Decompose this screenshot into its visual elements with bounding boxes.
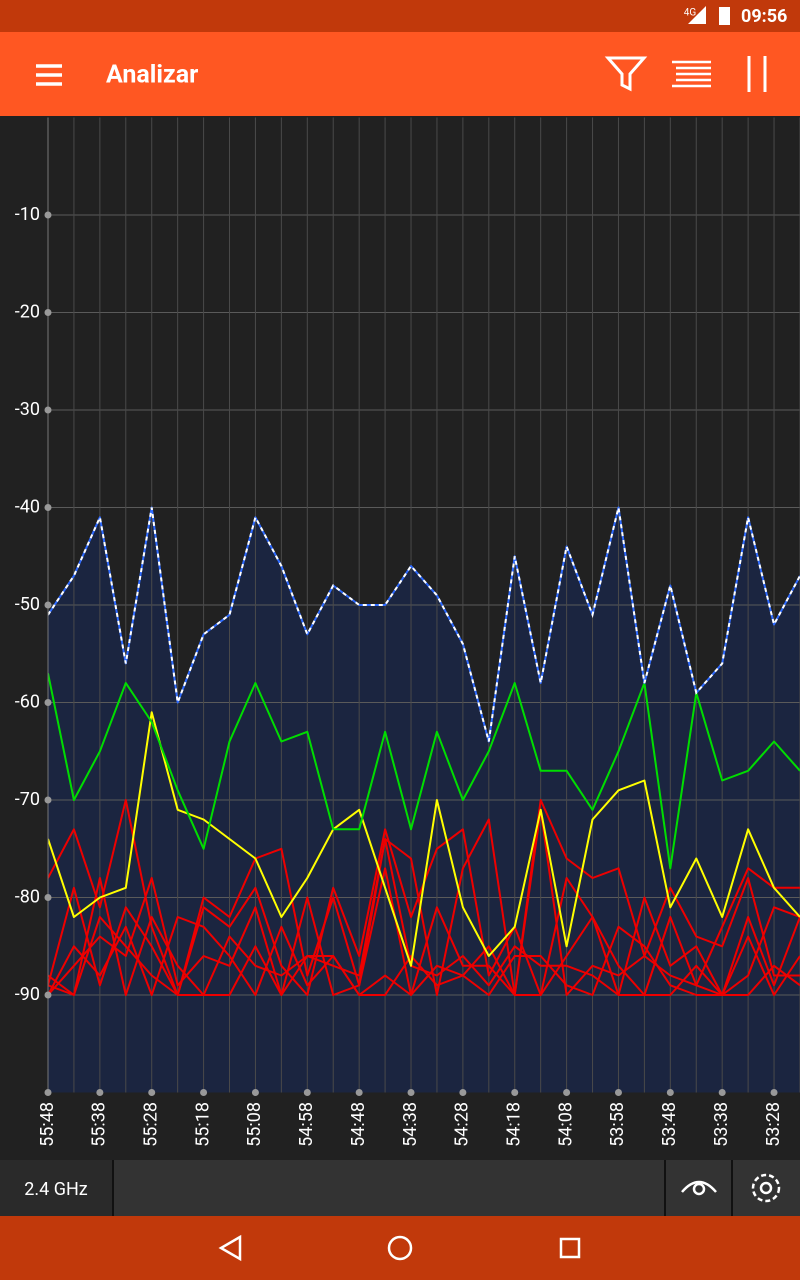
tick-dot <box>666 1089 674 1096</box>
recents-button[interactable] <box>559 1237 581 1259</box>
axes: -10 -20 -30 -40 -50 -60 -70 -80 -90 55:48 55:38 55:… <box>15 117 784 1147</box>
tick-dot <box>459 1089 467 1096</box>
tick-dot <box>44 211 52 219</box>
home-button[interactable] <box>387 1235 413 1261</box>
tick-dot <box>770 1089 778 1096</box>
tick-dot <box>44 699 52 706</box>
tick-dot <box>355 1089 363 1096</box>
y-tick-label: -10 <box>15 204 40 225</box>
y-tick-label: -70 <box>15 789 40 810</box>
clock: 09:56 <box>741 6 787 27</box>
x-tick-label: 54:38 <box>400 1102 421 1147</box>
tick-dot <box>200 1089 208 1096</box>
x-tick-label: 54:58 <box>296 1102 317 1147</box>
tick-dot <box>96 1089 104 1096</box>
plot <box>48 117 800 1093</box>
battery-icon <box>719 7 730 25</box>
series-line <box>48 838 800 996</box>
status-bar <box>0 0 800 32</box>
x-tick-label: 54:28 <box>452 1102 473 1147</box>
filter-button[interactable] <box>604 56 648 92</box>
x-tick-label: 55:28 <box>140 1102 161 1147</box>
x-tick-label: 53:58 <box>607 1102 628 1147</box>
y-tick-label: -30 <box>15 399 40 420</box>
series-line-dash <box>48 507 800 742</box>
x-tick-label: 55:18 <box>192 1102 213 1147</box>
list-button[interactable] <box>672 60 711 88</box>
tick-dot <box>44 796 52 804</box>
x-tick-label: 53:48 <box>659 1102 680 1147</box>
series-line <box>48 673 800 870</box>
x-tick-label: 55:48 <box>37 1102 58 1147</box>
settings-button[interactable] <box>751 1173 781 1203</box>
tick-dot <box>44 309 52 316</box>
x-tick-label: 55:38 <box>89 1102 110 1147</box>
visibility-button[interactable] <box>681 1180 717 1196</box>
y-tick-label: -20 <box>15 301 40 322</box>
tick-dot <box>407 1089 415 1096</box>
pause-button[interactable] <box>747 56 767 92</box>
tick-dot <box>44 504 52 511</box>
tick-dot <box>251 1089 259 1096</box>
x-tick-label: 53:38 <box>711 1102 732 1147</box>
tick-dot <box>44 406 52 414</box>
tick-dot <box>614 1089 622 1096</box>
tick-dot <box>44 601 52 609</box>
tick-dot <box>563 1089 571 1096</box>
network-label: 4G <box>684 8 697 19</box>
nav-bar <box>0 1216 800 1280</box>
series-line <box>48 711 800 967</box>
x-tick-label: 54:48 <box>348 1102 369 1147</box>
app-bar <box>0 32 800 116</box>
x-tick-label: 54:08 <box>555 1102 576 1147</box>
band-cell[interactable] <box>0 1160 113 1216</box>
tick-dot <box>44 991 52 999</box>
band-label: 2.4 GHz <box>24 1179 88 1200</box>
x-tick-label: 55:08 <box>244 1102 265 1147</box>
tick-dot <box>44 894 52 901</box>
tick-dot <box>44 1089 52 1096</box>
y-tick-label: -50 <box>15 594 40 615</box>
x-tick-label: 54:18 <box>503 1102 524 1147</box>
tick-dot <box>511 1089 519 1096</box>
menu-button[interactable] <box>36 64 62 86</box>
app-title: Analizar <box>106 61 198 90</box>
tick-dot <box>148 1089 156 1096</box>
series-line <box>48 808 800 996</box>
y-tick-label: -90 <box>15 984 40 1005</box>
y-tick-label: -80 <box>15 886 40 907</box>
bottom-bar <box>0 1160 800 1216</box>
tick-dot <box>718 1089 726 1096</box>
series-line <box>48 799 800 996</box>
x-tick-label: 53:28 <box>763 1102 784 1147</box>
signal-icon <box>688 6 706 24</box>
series-line <box>48 906 800 996</box>
tick-dot <box>303 1089 311 1096</box>
back-button[interactable] <box>218 1234 242 1262</box>
y-tick-label: -40 <box>15 496 40 517</box>
y-tick-label: -60 <box>15 691 40 712</box>
